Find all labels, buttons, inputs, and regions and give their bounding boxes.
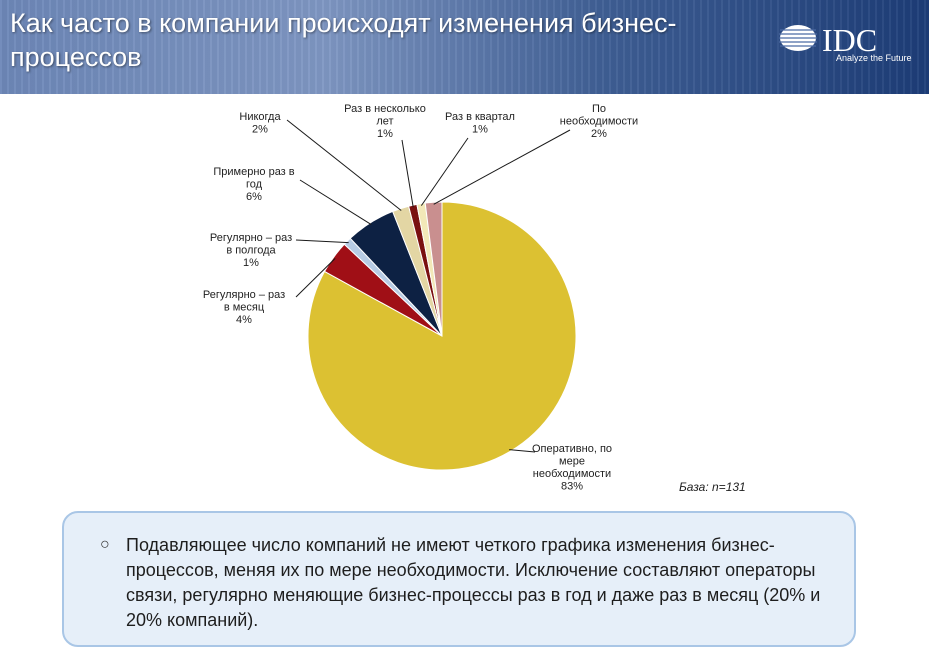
header-texture bbox=[0, 0, 929, 94]
globe-icon bbox=[779, 25, 817, 51]
pie-slice-8 bbox=[424, 201, 443, 337]
leader-line-2 bbox=[295, 258, 336, 298]
slice-label-1: Оперативно, по мере необходимости 83% bbox=[532, 443, 612, 493]
leader-line-7 bbox=[420, 137, 469, 206]
slice-label-3: Регулярно – раз в полгода 1% bbox=[210, 232, 292, 269]
slice-label-4: Примерно раз в год 6% bbox=[213, 166, 294, 203]
sample-size-note: База: n=131 bbox=[679, 480, 746, 494]
page-title: Как часто в компании происходят изменени… bbox=[10, 8, 677, 72]
logo-text: IDC bbox=[822, 22, 877, 58]
leader-line-1 bbox=[509, 449, 536, 453]
idc-logo: IDC bbox=[779, 22, 877, 58]
leader-line-3 bbox=[295, 239, 349, 244]
logo-tagline: Analyze the Future bbox=[836, 53, 912, 63]
slice-label-2: Регулярно – раз в месяц 4% bbox=[203, 289, 285, 326]
leader-line-4 bbox=[299, 179, 372, 225]
leader-line-8 bbox=[433, 129, 571, 205]
bullet-icon: ○ bbox=[100, 536, 110, 553]
header-banner: Как часто в компании происходят изменени… bbox=[0, 0, 929, 94]
leader-line-6 bbox=[401, 139, 414, 208]
slice-label-6: Раз в несколько лет 1% bbox=[344, 103, 426, 140]
slice-label-5: Никогда 2% bbox=[239, 111, 281, 136]
summary-callout: ○ Подавляющее число компаний не имеют че… bbox=[62, 511, 856, 647]
slice-label-8: По необходимости 2% bbox=[560, 103, 638, 140]
summary-text: Подавляющее число компаний не имеют четк… bbox=[126, 535, 821, 630]
pie-chart: Оперативно, по мере необходимости 83% Регуля… bbox=[203, 103, 638, 493]
leader-line-5 bbox=[286, 119, 402, 211]
slice-label-7: Раз в квартал 1% bbox=[445, 111, 515, 136]
